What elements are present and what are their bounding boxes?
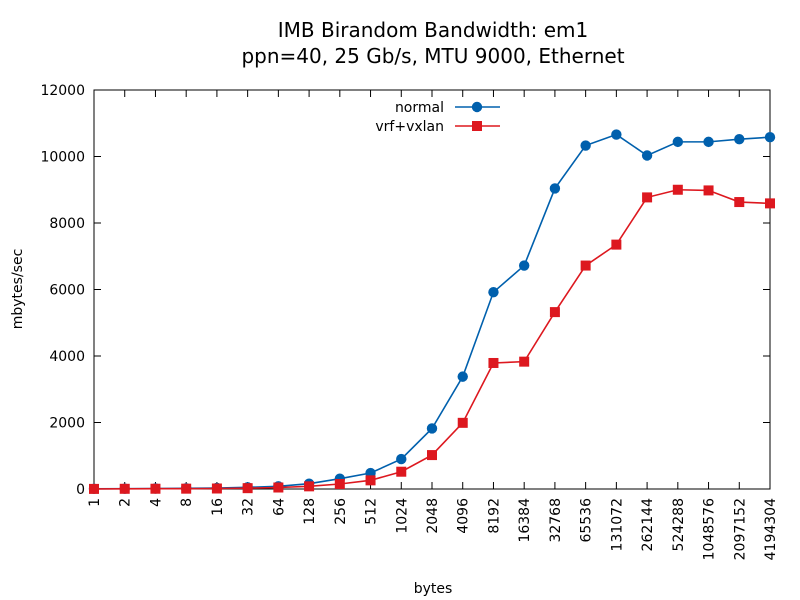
x-tick-label: 16384 — [517, 498, 533, 543]
data-point — [518, 260, 530, 271]
x-tick-label: 2048 — [425, 498, 441, 534]
data-point — [703, 185, 714, 196]
data-point — [304, 481, 315, 492]
x-tick-label: 8192 — [486, 498, 502, 534]
data-point — [734, 197, 745, 208]
data-point — [396, 466, 407, 477]
x-tick-label: 4 — [148, 498, 164, 507]
x-tick-label: 131072 — [609, 498, 625, 551]
data-point — [703, 136, 714, 148]
x-tick-label: 1048576 — [702, 498, 718, 560]
x-tick-label: 4096 — [456, 498, 472, 534]
x-tick-label: 2097152 — [732, 498, 748, 560]
data-point — [764, 132, 776, 143]
data-point — [273, 482, 284, 493]
data-point — [641, 150, 653, 161]
data-point — [672, 184, 683, 195]
x-tick-label: 2 — [118, 498, 134, 507]
data-point — [396, 453, 407, 465]
data-point — [457, 371, 468, 382]
x-tick-label: 524288 — [671, 498, 687, 551]
x-tick-label: 1024 — [394, 498, 410, 534]
data-point — [549, 307, 560, 318]
legend-label: vrf+vxlan — [375, 119, 444, 135]
data-point — [642, 192, 653, 203]
data-point — [119, 483, 130, 494]
y-tick-label: 6000 — [49, 283, 85, 299]
data-point — [611, 239, 622, 250]
x-tick-label: 128 — [302, 498, 318, 525]
data-point — [580, 260, 591, 271]
data-point — [181, 483, 192, 494]
data-point — [611, 129, 622, 140]
series-line — [93, 188, 771, 490]
legend-marker — [472, 121, 482, 131]
x-tick-label: 16 — [210, 498, 226, 516]
series-vrf-vxlan — [89, 184, 775, 494]
y-tick-label: 8000 — [49, 216, 85, 232]
x-tick-label: 64 — [271, 498, 287, 516]
data-point — [765, 198, 775, 209]
data-point — [365, 475, 376, 486]
x-tick-label: 1 — [87, 498, 103, 507]
series-group — [88, 129, 776, 495]
x-tick-label: 512 — [364, 498, 380, 525]
data-point — [549, 183, 561, 194]
series-line — [93, 133, 771, 490]
y-axis-label: mbytes/sec — [10, 249, 26, 330]
legend: normal vrf+vxlan — [375, 100, 500, 135]
x-tick-label: 32768 — [548, 498, 564, 543]
x-tick-label: 32 — [241, 498, 257, 516]
data-point — [457, 417, 468, 428]
x-tick-label: 65536 — [579, 498, 595, 543]
y-tick-label: 2000 — [49, 416, 85, 432]
x-tick-label: 256 — [333, 498, 349, 525]
data-point — [519, 356, 530, 367]
data-point — [734, 134, 745, 145]
chart-title: IMB Birandom Bandwidth: em1 — [278, 18, 589, 42]
chart-subtitle: ppn=40, 25 Gb/s, MTU 9000, Ethernet — [241, 44, 624, 68]
series-normal — [88, 129, 776, 495]
x-axis-label: bytes — [414, 581, 453, 597]
data-point — [211, 483, 222, 494]
data-point — [488, 286, 499, 298]
data-point — [672, 136, 684, 148]
y-tick-label: 12000 — [40, 83, 85, 99]
legend-marker — [471, 101, 483, 113]
data-point — [580, 140, 591, 151]
x-tick-label: 4194304 — [763, 498, 779, 560]
data-point — [89, 483, 99, 494]
data-point — [427, 450, 437, 461]
x-tick-label: 8 — [179, 498, 195, 507]
data-point — [150, 483, 161, 494]
data-point — [334, 479, 345, 490]
y-axis-ticks: 0 2000 4000 6000 8000 10000 12000 — [40, 83, 770, 498]
y-tick-label: 0 — [76, 482, 85, 498]
y-tick-label: 10000 — [40, 150, 85, 166]
legend-label: normal — [395, 100, 444, 116]
data-point — [426, 423, 438, 434]
x-tick-label: 262144 — [640, 498, 656, 552]
y-tick-label: 4000 — [49, 349, 85, 365]
data-point — [488, 357, 499, 368]
data-point — [242, 483, 253, 494]
